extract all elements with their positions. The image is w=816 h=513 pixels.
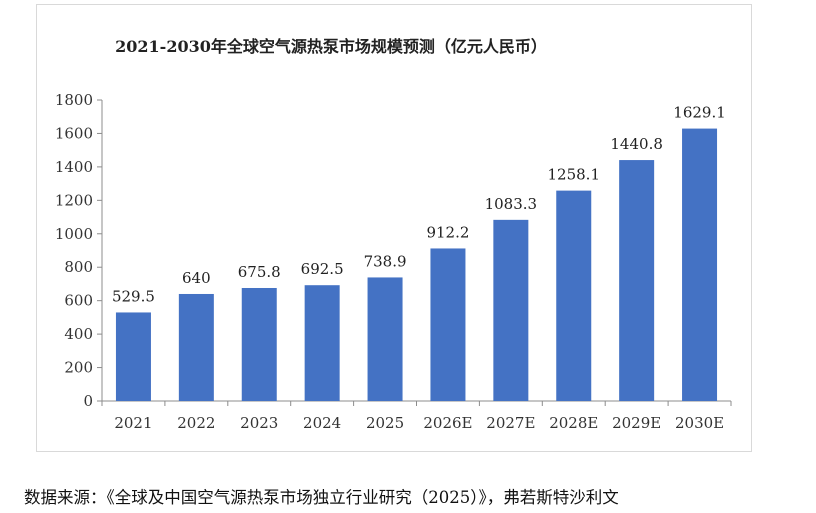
- bar: [493, 219, 529, 401]
- bar: [304, 285, 340, 401]
- value-label: 675.8: [238, 263, 281, 281]
- y-tick-labels: 0 200 400 600 800 1000 1200 1400 1600 1800: [55, 91, 93, 410]
- x-tick-label: 2030E: [675, 414, 724, 432]
- y-tick-label: 1200: [55, 191, 93, 209]
- source-note: 数据来源：《全球及中国空气源热泵市场独立行业研究（2025）》，弗若斯特沙利文: [24, 488, 619, 507]
- bar: [430, 248, 466, 401]
- y-tick-label: 200: [64, 359, 93, 377]
- y-tick-label: 400: [64, 325, 93, 343]
- x-tick-labels: 2021 2022 2023 2024 2025 2026E 2027E 2028E 2029E…: [114, 414, 724, 432]
- x-tick-label: 2028E: [549, 414, 598, 432]
- bar-chart: 2021-2030年全球空气源热泵市场规模预测（亿元人民币） 0 200 400 60…: [55, 37, 732, 432]
- y-tick-label: 1800: [55, 91, 93, 109]
- bar: [682, 128, 718, 401]
- value-label: 1083.3: [485, 195, 538, 213]
- y-tick-label: 800: [64, 258, 93, 276]
- value-label: 640: [182, 269, 211, 287]
- value-label: 1258.1: [548, 166, 601, 184]
- x-tick-label: 2023: [240, 414, 278, 432]
- x-tick-label: 2022: [177, 414, 215, 432]
- y-tick-label: 600: [64, 292, 93, 310]
- x-tick-label: 2027E: [486, 414, 535, 432]
- value-label: 912.2: [426, 223, 469, 241]
- bar: [115, 312, 151, 401]
- value-label: 529.5: [112, 287, 155, 305]
- bar: [619, 160, 655, 401]
- x-tick-label: 2029E: [612, 414, 661, 432]
- bar: [367, 277, 403, 401]
- x-tick-label: 2024: [303, 414, 341, 432]
- y-tick-label: 1400: [55, 158, 93, 176]
- x-tick-label: 2025: [366, 414, 404, 432]
- value-label: 1629.1: [673, 104, 726, 122]
- bar: [556, 190, 592, 401]
- bar: [241, 287, 277, 401]
- y-tick-label: 1000: [55, 225, 93, 243]
- x-tick-label: 2026E: [423, 414, 472, 432]
- y-tick-label: 1600: [55, 124, 93, 142]
- chart-title: 2021-2030年全球空气源热泵市场规模预测（亿元人民币）: [115, 37, 547, 56]
- chart-frame: 2021-2030年全球空气源热泵市场规模预测（亿元人民币） 0 200 400 60…: [36, 4, 752, 452]
- bar: [178, 293, 214, 401]
- x-tick-label: 2021: [114, 414, 152, 432]
- value-label: 1440.8: [610, 135, 663, 153]
- value-label: 738.9: [364, 252, 407, 270]
- bars: [115, 128, 718, 401]
- value-label: 692.5: [301, 260, 344, 278]
- value-labels: 529.5 640 675.8 692.5 738.9 912.2 1083.3 1258.1…: [112, 104, 726, 306]
- y-tick-label: 0: [83, 392, 93, 410]
